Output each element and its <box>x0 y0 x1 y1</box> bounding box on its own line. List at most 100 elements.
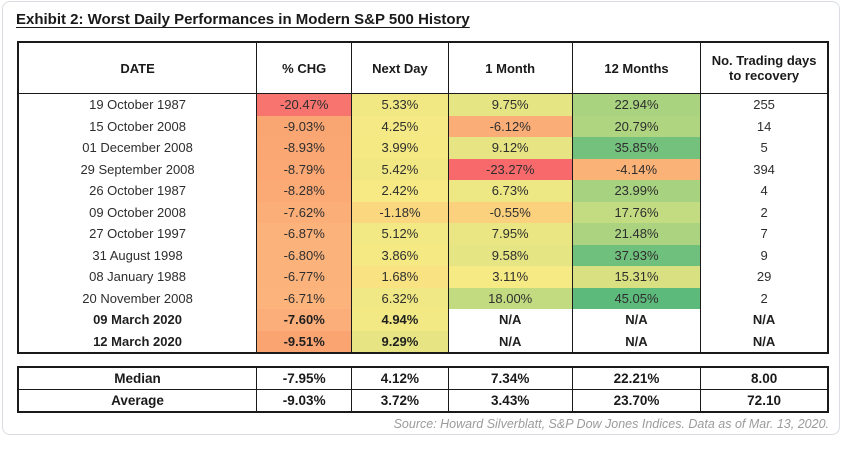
table-row: 29 September 2008 -8.79% 5.42% -23.27% -4.14… <box>18 158 828 180</box>
table-row: 27 October 1997 -6.87% 5.12% 7.95% 21.48% 7 <box>18 223 828 245</box>
table-row: 15 October 2008 -9.03% 4.25% -6.12% 20.79% 14 <box>18 115 828 137</box>
cell-one_month: 18.00% <box>447 287 573 309</box>
cell-one_month: 9.12% <box>447 137 573 159</box>
summary-row-average: Average -9.03% 3.72% 3.43% 23.70% 72.10 <box>17 389 829 413</box>
table-row: 08 January 1988 -6.77% 1.68% 3.11% 15.31% 29 <box>18 266 828 288</box>
header-row: DATE% CHG Next Day 1 Month 12 Months No. Tra… <box>17 41 829 94</box>
cell-date: 19 October 1987 <box>89 97 186 112</box>
column-header-2: Next Day <box>351 41 449 94</box>
table-row: 19 October 1987 -20.47% 5.33% 9.75% 22.94% 25… <box>18 93 828 116</box>
cell-next_day: 5.42% <box>351 158 449 180</box>
cell-date: 26 October 1987 <box>89 183 186 198</box>
cell-chg: -9.51% <box>256 330 352 353</box>
summary-cell-next_day: 3.72% <box>351 389 449 413</box>
cell-next_day: 5.12% <box>351 223 449 245</box>
cell-date: 15 October 2008 <box>89 118 186 134</box>
cell-date: 09 October 2008 <box>89 204 186 220</box>
cell-next_day: 1.68% <box>351 266 449 288</box>
cell-chg: -20.47% <box>256 93 352 116</box>
summary-cell-chg: -9.03% <box>256 389 353 413</box>
cell-twelve_months: 37.93% <box>571 244 701 266</box>
cell-chg: -8.79% <box>256 158 352 180</box>
cell-next_day: 5.33% <box>351 93 449 116</box>
summary-cell-twelve_months: 22.21% <box>571 366 702 390</box>
cell-date: 20 November 2008 <box>82 290 193 306</box>
cell-recovery: 5 <box>700 137 828 159</box>
cell-recovery: 394 <box>700 158 828 180</box>
cell-next_day: 4.94% <box>351 309 449 331</box>
column-header-1: % CHG <box>256 41 353 94</box>
cell-recovery: 7 <box>700 223 828 245</box>
column-header-3: 1 Month <box>447 41 573 94</box>
table-row: 09 March 2020 -7.60% 4.94% N/A N/A N/A <box>18 309 828 331</box>
summary-table: Median -7.95% 4.12% 7.34% 22.21% 8.00 Average -… <box>17 366 829 413</box>
cell-recovery: 2 <box>700 201 828 223</box>
cell-recovery: 2 <box>700 287 828 309</box>
summary-cell-twelve_months: 23.70% <box>571 389 702 413</box>
summary-cell-label: Median <box>17 366 258 390</box>
cell-twelve_months: 15.31% <box>571 266 701 288</box>
cell-one_month: 6.73% <box>447 180 573 202</box>
table-row: 09 October 2008 -7.62% -1.18% -0.55% 17.76% 2 <box>18 201 828 223</box>
cell-one_month: -0.55% <box>447 201 573 223</box>
cell-recovery: N/A <box>700 309 828 331</box>
cell-twelve_months: 17.76% <box>571 201 701 223</box>
summary-cell-next_day: 4.12% <box>351 366 449 390</box>
cell-date: 08 January 1988 <box>89 269 186 284</box>
cell-next_day: 3.99% <box>351 137 449 159</box>
cell-twelve_months: -4.14% <box>571 158 701 180</box>
cell-one_month: 9.75% <box>447 93 573 116</box>
column-header-5: No. Trading days to recovery <box>700 41 829 94</box>
table-row: 12 March 2020 -9.51% 9.29% N/A N/A N/A <box>18 330 828 353</box>
cell-chg: -8.28% <box>256 180 352 202</box>
cell-chg: -6.80% <box>256 244 352 266</box>
exhibit-title: Exhibit 2: Worst Daily Performances in M… <box>16 11 470 28</box>
summary-cell-one_month: 3.43% <box>447 389 573 413</box>
cell-one_month: -6.12% <box>447 115 573 137</box>
cell-chg: -9.03% <box>256 115 352 137</box>
summary-cell-label: Average <box>17 389 258 413</box>
cell-chg: -6.87% <box>256 223 352 245</box>
summary-row-median: Median -7.95% 4.12% 7.34% 22.21% 8.00 <box>17 366 829 390</box>
table-row: 01 December 2008 -8.93% 3.99% 9.12% 35.85% 5 <box>18 137 828 159</box>
table-row: 26 October 1987 -8.28% 2.42% 6.73% 23.99% 4 <box>18 180 828 202</box>
summary-cell-chg: -7.95% <box>256 366 353 390</box>
cell-twelve_months: 45.05% <box>571 287 701 309</box>
cell-one_month: -23.27% <box>447 158 573 180</box>
table-row: 31 August 1998 -6.80% 3.86% 9.58% 37.93% 9 <box>18 244 828 266</box>
cell-next_day: 6.32% <box>351 287 449 309</box>
cell-twelve_months: 22.94% <box>571 93 701 116</box>
table-row: 20 November 2008 -6.71% 6.32% 18.00% 45.05% 2 <box>18 287 828 309</box>
cell-date: 12 March 2020 <box>93 333 182 349</box>
performance-table: DATE% CHG Next Day 1 Month 12 Months No. Tra… <box>17 41 829 354</box>
cell-date: 31 August 1998 <box>92 247 183 263</box>
cell-one_month: 7.95% <box>447 223 573 245</box>
cell-next_day: 2.42% <box>351 180 449 202</box>
cell-twelve_months: 21.48% <box>571 223 701 245</box>
column-header-0: DATE <box>17 41 258 94</box>
cell-chg: -6.71% <box>256 287 352 309</box>
cell-chg: -6.77% <box>256 266 352 288</box>
cell-next_day: 3.86% <box>351 244 449 266</box>
cell-next_day: 9.29% <box>351 330 449 353</box>
cell-recovery: 29 <box>700 266 828 288</box>
cell-date: 27 October 1997 <box>89 226 186 241</box>
table-body: 19 October 1987 -20.47% 5.33% 9.75% 22.94% 2 5… <box>18 93 828 353</box>
cell-one_month: 3.11% <box>447 266 573 288</box>
cell-twelve_months: 20.79% <box>571 115 701 137</box>
table-header: DATE% CHG Next Day 1 Month 12 Months No. Tra… <box>17 41 829 94</box>
cell-twelve_months: N/A <box>571 309 701 331</box>
cell-recovery: 14 <box>700 115 828 137</box>
summary-body: Median -7.95% 4.12% 7.34% 22.21% 8.00 Average -… <box>17 366 829 413</box>
summary-cell-recovery: 8.00 <box>700 366 829 390</box>
source-note: Source: Howard Silverblatt, S&P Dow Jone… <box>393 417 829 431</box>
cell-next_day: 4.25% <box>351 115 449 137</box>
cell-date: 29 September 2008 <box>80 161 195 177</box>
summary-cell-recovery: 72.10 <box>700 389 829 413</box>
cell-recovery: 9 <box>700 244 828 266</box>
cell-date: 09 March 2020 <box>93 312 182 327</box>
cell-date: 01 December 2008 <box>82 140 193 155</box>
cell-twelve_months: 23.99% <box>571 180 701 202</box>
cell-twelve_months: 35.85% <box>571 137 701 159</box>
